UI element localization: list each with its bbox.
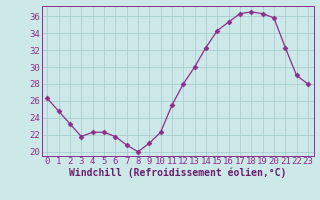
X-axis label: Windchill (Refroidissement éolien,°C): Windchill (Refroidissement éolien,°C): [69, 168, 286, 178]
